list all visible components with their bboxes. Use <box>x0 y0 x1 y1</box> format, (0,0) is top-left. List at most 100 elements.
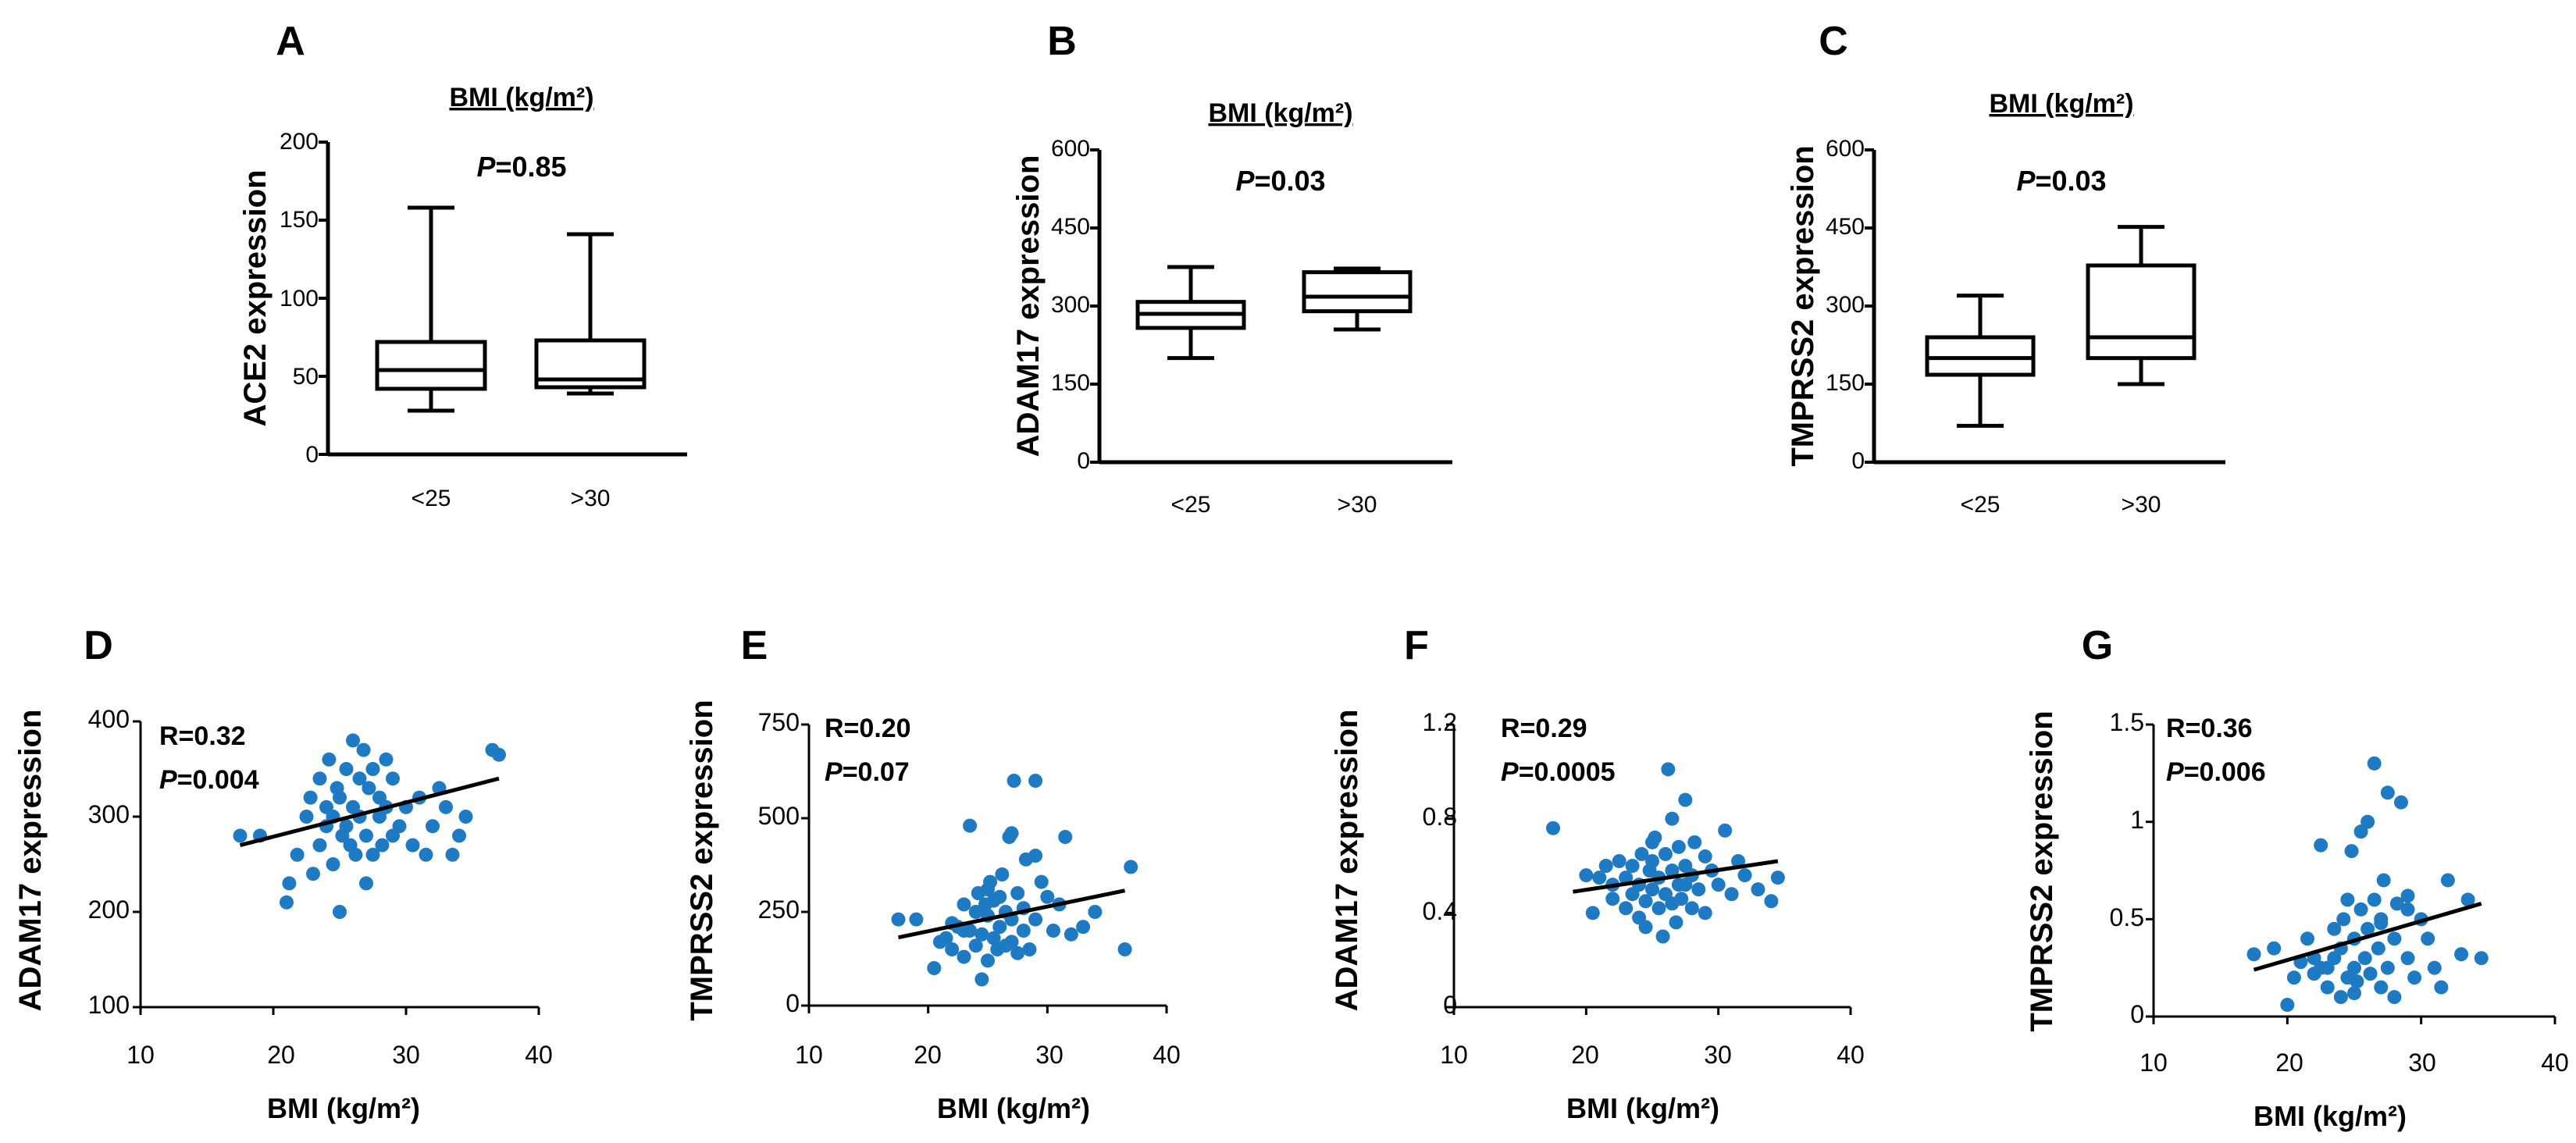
panel-b-box <box>1302 270 1413 314</box>
panel-g-data-point <box>2371 941 2385 956</box>
panel-e-data-point <box>945 942 960 956</box>
panel-a-box <box>375 340 487 391</box>
panel-f-data-point <box>1645 853 1659 868</box>
panel-d-data-point <box>458 810 473 824</box>
panel-g-data-point <box>2320 980 2335 995</box>
panel-d-r-value: R=0.32 <box>159 721 246 751</box>
panel-d-data-point <box>303 790 318 805</box>
panel-g-data-point <box>2440 873 2455 888</box>
panel-g-data-point <box>2314 960 2328 975</box>
panel-e-data-point <box>968 905 983 919</box>
panel-f-r-value: R=0.29 <box>1501 714 1587 743</box>
panel-b-ylabel: ADAM17 expression <box>1011 155 1046 458</box>
panel-g-xticklabels: 10 20 30 40 <box>2140 1049 2569 1077</box>
panel-d-xtick: 20 <box>267 1041 295 1069</box>
panel-f-xtick: 40 <box>1837 1041 1865 1069</box>
panel-a: A BMI (kg/m²) P=0.85 ACE2 expression 200… <box>238 19 687 511</box>
panel-e-data-point <box>981 882 995 897</box>
panel-g-data-point <box>2374 916 2389 931</box>
panel-f: F ADAM17 expression BMI (kg/m²) R=0.29 P… <box>1330 623 1865 1124</box>
panel-g-yticklabels: 1.5 1 0.5 0 <box>2110 708 2144 1028</box>
panel-c: C BMI (kg/m²) P=0.03 TMPRSS2 expression … <box>1786 19 2225 518</box>
panel-d-data-point <box>405 838 420 853</box>
panel-g-data-point <box>2336 912 2351 927</box>
panel-d-data-point <box>392 819 407 834</box>
panel-d-data-point <box>306 867 320 881</box>
panel-d-data-point <box>282 876 297 891</box>
panel-f-data-point <box>1579 868 1594 883</box>
panel-d-data-point <box>375 838 390 853</box>
panel-g: G TMPRSS2 expression BMI (kg/m²) R=0.36 … <box>2025 623 2569 1132</box>
panel-g-data-point <box>2393 795 2408 810</box>
panel-f-data-point <box>1678 792 1693 807</box>
panel-e-xticklabels: 10 20 30 40 <box>795 1041 1181 1069</box>
panel-g-data-point <box>2280 998 2295 1013</box>
panel-f-data-point <box>1674 892 1689 906</box>
panel-e-xtick: 20 <box>914 1041 942 1069</box>
panel-b-ytick: 450 <box>1051 214 1090 240</box>
panel-f-data-point <box>1638 920 1653 935</box>
panel-b-ytick: 600 <box>1051 136 1090 162</box>
panel-g-data-point <box>2400 888 2415 903</box>
panel-e-data-point <box>1124 860 1138 874</box>
panel-d-data-point <box>365 762 380 776</box>
panel-a-category: <25 <box>412 486 451 511</box>
panel-f-data-point <box>1669 915 1683 930</box>
panel-g-data-point <box>2400 902 2415 917</box>
panel-g-data-point <box>2344 844 2359 859</box>
panel-g-data-point <box>2353 902 2368 917</box>
panel-d-data-point <box>356 742 371 757</box>
panel-e-ytick: 250 <box>758 896 800 924</box>
panel-f-data-point <box>1598 859 1613 873</box>
panel-d-data-point <box>359 876 373 891</box>
panel-f-data-point <box>1619 901 1634 916</box>
panel-f-data-point <box>1634 846 1649 861</box>
panel-g-data-point <box>2380 785 2395 800</box>
panel-b-ytick: 300 <box>1051 292 1090 318</box>
panel-d-data-point <box>346 733 360 748</box>
panel-b-yticklabels: 600 450 300 150 0 <box>1051 136 1090 474</box>
panel-e-data-point <box>1007 774 1021 788</box>
panel-f-p-value: P=0.0005 <box>1501 757 1616 787</box>
panel-g-data-point <box>2350 974 2364 989</box>
panel-d-fit-line <box>239 776 500 848</box>
panel-g-data-point <box>2434 980 2449 995</box>
panel-e-r-value: R=0.20 <box>825 714 911 743</box>
panel-e-p-value: P=0.07 <box>825 757 910 787</box>
panel-f-plot <box>1446 723 1852 1015</box>
panel-f-data-point <box>1619 871 1634 885</box>
panel-f-data-point <box>1764 894 1779 909</box>
panel-c-yticklabels: 600 450 300 150 0 <box>1826 136 1865 474</box>
panel-a-ytick: 150 <box>280 207 319 233</box>
panel-g-ytick: 0.5 <box>2110 903 2144 931</box>
panel-d-xtick: 40 <box>525 1041 553 1069</box>
panel-f-data-point <box>1684 901 1699 916</box>
panel-c-ylabel: TMPRSS2 expression <box>1786 145 1820 466</box>
panel-f-data-point <box>1698 906 1712 920</box>
panel-f-data-point <box>1687 835 1702 849</box>
panel-g-data-point <box>2347 986 2361 1001</box>
panel-d-ylabel: ADAM17 expression <box>13 710 48 1012</box>
panel-f-ylabel: ADAM17 expression <box>1330 710 1364 1012</box>
panel-d-data-point <box>339 762 354 776</box>
panel-d-ytick: 100 <box>88 991 130 1019</box>
panel-g-xtick: 40 <box>2541 1049 2569 1077</box>
panel-f-data-point <box>1645 882 1659 897</box>
panel-d-data-point <box>312 838 327 853</box>
panel-e-data-point <box>957 924 971 938</box>
panel-e-data-point <box>1028 849 1043 863</box>
panel-e-data-point <box>1076 920 1091 935</box>
panel-e-data-point <box>1022 942 1037 956</box>
panel-f-xtick: 30 <box>1704 1041 1732 1069</box>
panel-a-ytick: 200 <box>280 129 319 155</box>
panel-d-yticklabels: 400 300 200 100 <box>88 705 130 1019</box>
panel-a-ytick: 50 <box>293 364 319 390</box>
panel-f-data-point <box>1665 863 1680 878</box>
panel-b-title: BMI (kg/m²) <box>1208 98 1352 128</box>
panel-g-data-point <box>2286 970 2301 985</box>
panel-b-ytick: 150 <box>1051 370 1090 396</box>
panel-a-xticklabels: <25 >30 <box>412 486 611 511</box>
panel-c-box <box>2086 263 2197 361</box>
panel-f-xtick: 10 <box>1440 1041 1468 1069</box>
panel-e-data-point <box>1046 924 1060 938</box>
